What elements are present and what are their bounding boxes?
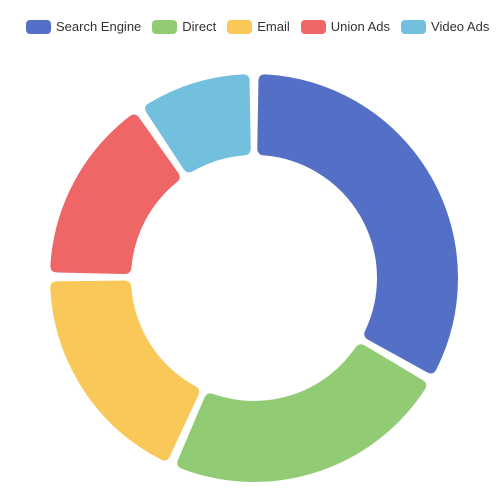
slice-video-ads[interactable] [143, 72, 253, 175]
legend-item-union-ads[interactable]: Union Ads [300, 19, 391, 34]
slice-union-ads[interactable] [48, 112, 182, 277]
legend-swatch-email [227, 20, 253, 34]
slice-search-engine[interactable] [255, 72, 460, 376]
slice-direct[interactable] [175, 342, 429, 484]
chart-legend: Search Engine Direct Email Union Ads Vid… [26, 17, 489, 37]
legend-swatch-search-engine [26, 20, 51, 34]
legend-label-direct: Direct [182, 19, 217, 34]
legend-label-search-engine: Search Engine [56, 19, 142, 34]
legend-label-union-ads: Union Ads [330, 19, 391, 34]
legend-label-video-ads: Video Ads [431, 19, 490, 34]
legend-item-email[interactable]: Email [227, 20, 290, 34]
donut-slices [48, 72, 460, 484]
slice-email[interactable] [48, 278, 202, 463]
legend-swatch-union-ads [300, 20, 326, 34]
legend-swatch-video-ads [401, 20, 427, 34]
legend-label-email: Email [257, 19, 290, 34]
legend-item-video-ads[interactable]: Video Ads [401, 20, 489, 34]
legend-swatch-direct [152, 20, 178, 34]
legend-item-direct[interactable]: Direct [152, 20, 216, 34]
legend-item-search-engine[interactable]: Search Engine [26, 20, 141, 34]
